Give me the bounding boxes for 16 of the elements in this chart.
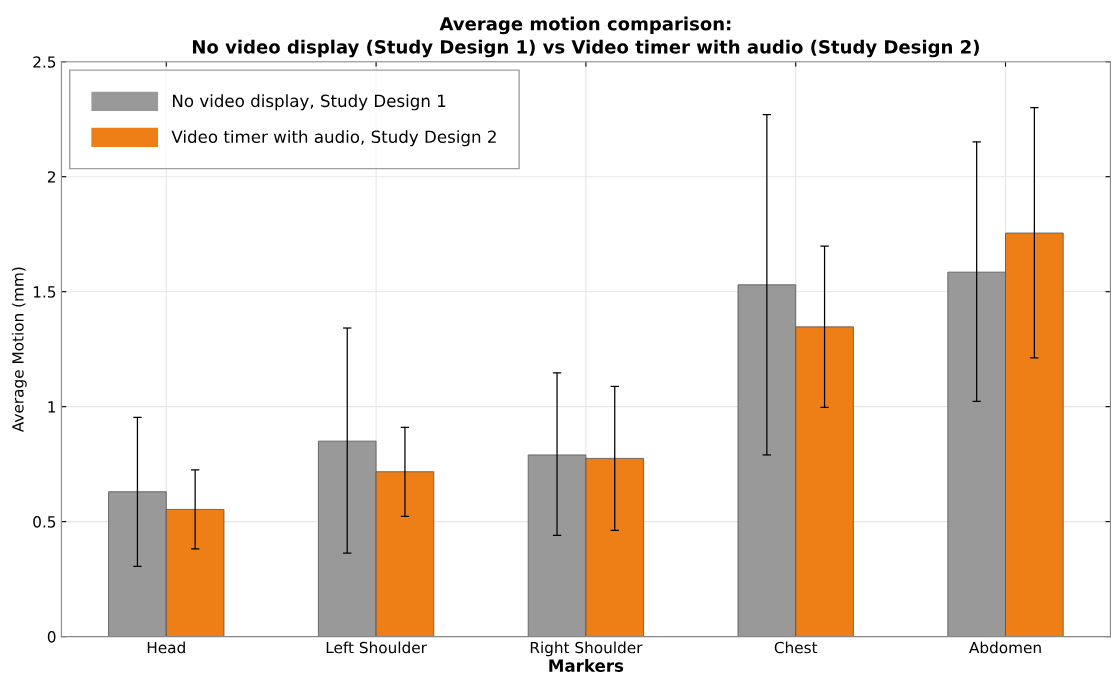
legend-label: No video display, Study Design 1 (173, 94, 446, 111)
x-tick-label: Abdomen (969, 641, 1041, 654)
x-tick-label: Right Shoulder (530, 641, 643, 657)
x-axis-title: Markers (549, 659, 624, 672)
y-tick-label: 1.5 (33, 286, 56, 298)
y-tick-label: 0.5 (33, 516, 56, 528)
x-tick-label: Chest (774, 641, 818, 654)
x-tick-label: Head (147, 641, 185, 654)
chart-title: Average motion comparison: No video display (Study Design 1) vs Video timer with audio (Study Design 2) (192, 16, 979, 58)
legend-label: Video timer with audio, Study Design 2 (171, 130, 496, 147)
y-tick-label: 2.5 (33, 56, 56, 68)
y-tick-label: 0 (47, 631, 56, 643)
x-tick-label: Left Shoulder (326, 641, 427, 654)
y-tick-label: 2 (47, 171, 55, 183)
y-axis-title: Average Motion (mm) (11, 267, 27, 433)
y-tick-label: 1 (48, 401, 56, 413)
